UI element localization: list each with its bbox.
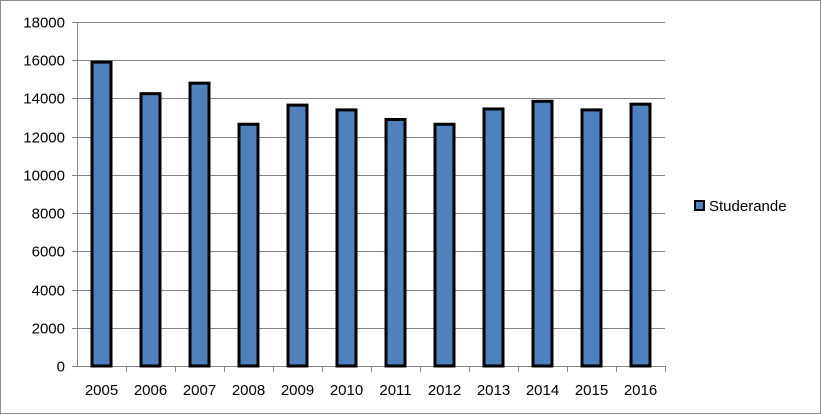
x-tick-label: 2005 xyxy=(85,382,118,399)
y-tick-label: 4000 xyxy=(32,283,65,300)
x-tick-label: 2012 xyxy=(428,382,461,399)
y-tick-label: 2000 xyxy=(32,321,65,338)
bars xyxy=(90,60,652,368)
bar-2006 xyxy=(139,92,162,368)
bar-2016 xyxy=(629,102,652,368)
x-tick-label: 2014 xyxy=(526,382,559,399)
gridlines xyxy=(77,22,665,329)
y-tick-label: 14000 xyxy=(23,91,65,108)
y-tick-label: 6000 xyxy=(32,244,65,261)
y-tick-label: 18000 xyxy=(23,15,65,32)
axes xyxy=(72,22,666,372)
x-tick-label: 2010 xyxy=(330,382,363,399)
x-tick-label: 2009 xyxy=(281,382,314,399)
bar-2008 xyxy=(237,122,260,368)
bar-2005 xyxy=(90,60,113,368)
x-tick-label: 2016 xyxy=(624,382,657,399)
x-tick-label: 2013 xyxy=(477,382,510,399)
x-tick-label: 2008 xyxy=(232,382,265,399)
x-tick-label: 2011 xyxy=(379,382,411,399)
tick-labels: 0 2000 4000 6000 8000 10000 12000 14000 16000 180… xyxy=(23,15,657,400)
legend-label: Studerande xyxy=(709,198,787,215)
bar-2009 xyxy=(286,103,309,368)
x-tick-label: 2007 xyxy=(183,382,216,399)
bar-2007 xyxy=(188,81,211,368)
y-tick-label: 16000 xyxy=(23,53,65,70)
y-tick-label: 0 xyxy=(57,359,65,376)
bar-2011 xyxy=(384,117,407,368)
x-tick-label: 2015 xyxy=(575,382,608,399)
bar-2015 xyxy=(580,108,603,368)
y-tick-label: 10000 xyxy=(23,168,65,185)
legend-swatch xyxy=(694,200,705,211)
bar-2014 xyxy=(531,99,554,368)
bar-2010 xyxy=(335,108,358,368)
bar-2012 xyxy=(433,122,456,368)
y-tick-label: 8000 xyxy=(32,206,65,223)
y-tick-label: 12000 xyxy=(23,130,65,147)
x-tick-label: 2006 xyxy=(134,382,167,399)
legend: Studerande xyxy=(694,198,787,215)
bar-2013 xyxy=(482,107,505,368)
